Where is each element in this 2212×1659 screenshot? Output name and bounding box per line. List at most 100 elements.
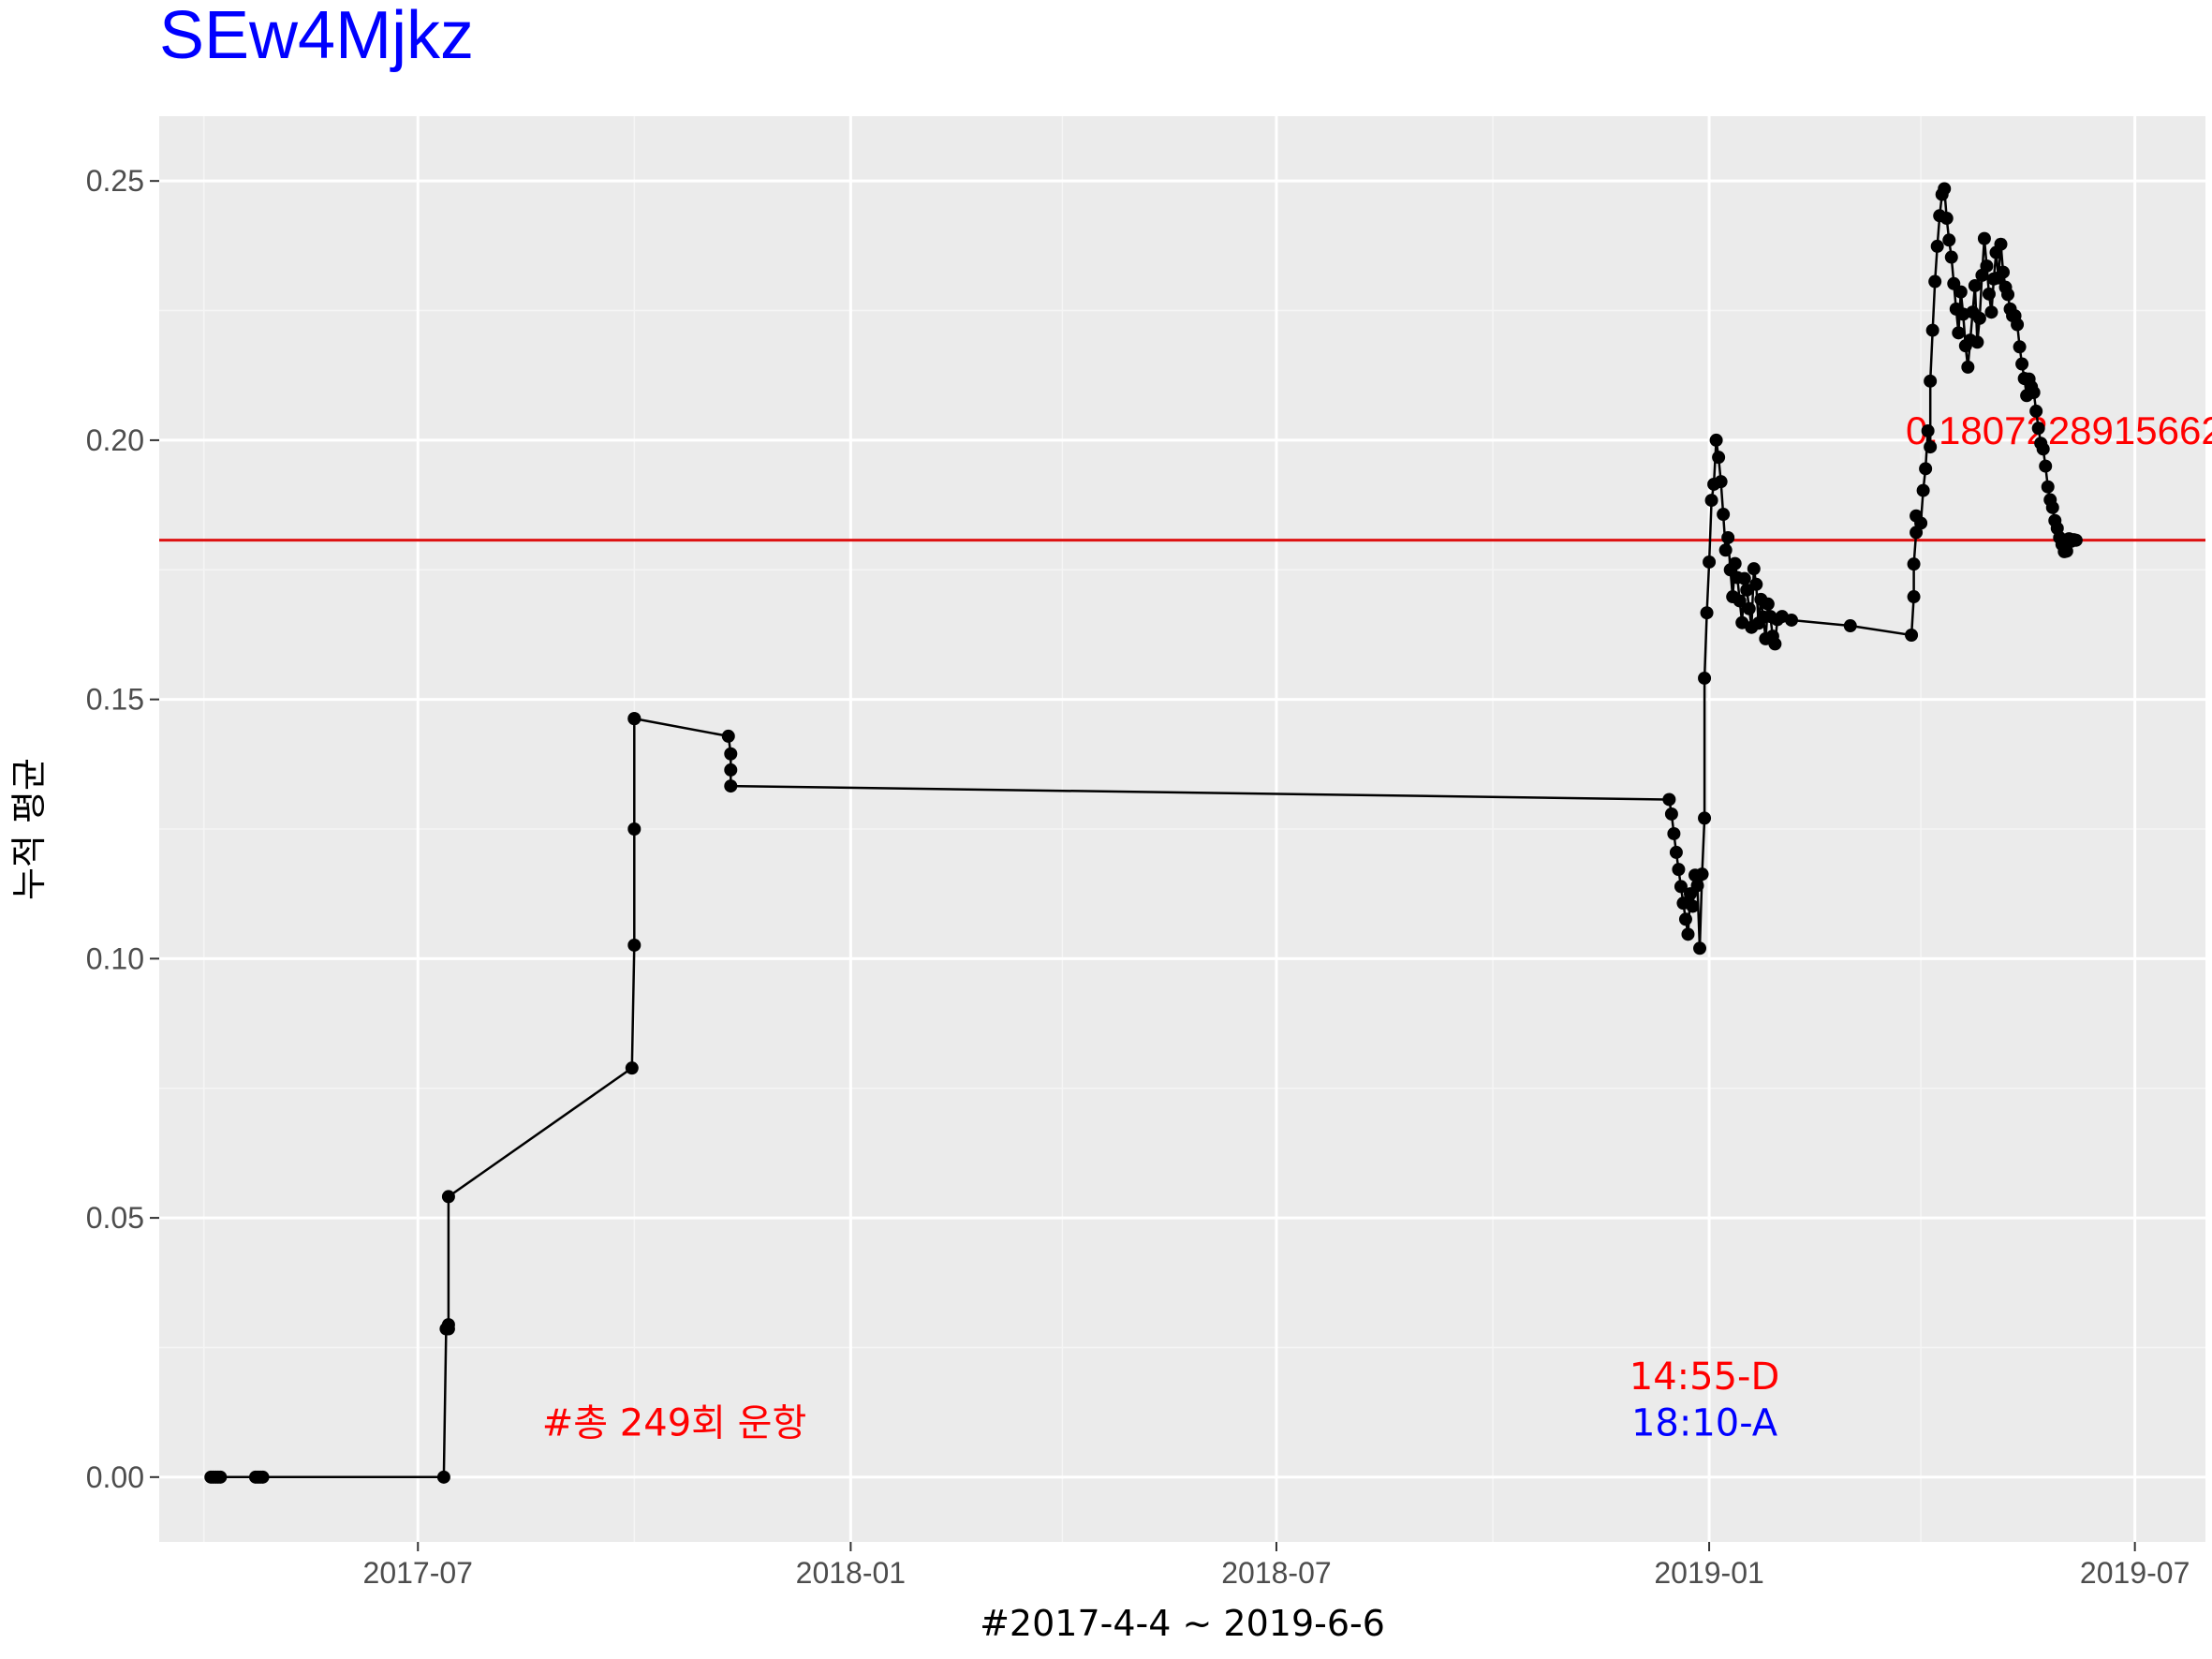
data-point: [2036, 442, 2050, 456]
x-tick-label: 2019-01: [1654, 1556, 1763, 1590]
data-point: [1717, 508, 1731, 522]
y-tick-label: 0.20: [86, 423, 144, 457]
x-tick-label: 2017-07: [363, 1556, 473, 1590]
data-point: [1712, 451, 1726, 465]
annotation-text: 14:55-D: [1630, 1355, 1780, 1399]
data-point: [1704, 494, 1718, 508]
data-point: [1686, 899, 1700, 913]
data-point: [1942, 233, 1956, 247]
data-point: [1667, 826, 1681, 840]
data-point: [1930, 239, 1944, 253]
data-point: [2041, 480, 2055, 494]
data-point: [256, 1470, 270, 1484]
data-point: [441, 1190, 455, 1204]
data-point: [2001, 288, 2015, 302]
chart-title: SEw4Mjkz: [159, 0, 475, 73]
data-point: [1961, 360, 1975, 374]
data-point: [441, 1322, 455, 1336]
data-point: [1747, 562, 1761, 576]
data-point: [1709, 433, 1723, 447]
data-point: [1681, 927, 1695, 941]
data-point: [1928, 274, 1942, 289]
data-point: [1768, 637, 1782, 651]
data-point: [1905, 629, 1919, 643]
series-layer: [204, 182, 2083, 1484]
data-point: [1944, 250, 1958, 264]
y-axis-title: 누적 평균: [8, 758, 50, 900]
data-point: [1718, 543, 1733, 557]
data-point: [1721, 530, 1735, 544]
data-point: [724, 763, 738, 777]
data-point: [1952, 326, 1966, 340]
data-point: [1761, 597, 1775, 611]
data-point: [1997, 265, 2011, 279]
data-point: [1740, 583, 1754, 597]
data-point: [1984, 305, 1998, 319]
data-point: [1919, 462, 1933, 476]
data-point: [2031, 422, 2045, 436]
reference-line-label: 0.1807228915662: [1906, 408, 2212, 452]
data-point: [1907, 557, 1921, 571]
data-point: [1907, 590, 1921, 604]
x-tick-label: 2018-07: [1221, 1556, 1331, 1590]
data-point: [1924, 440, 1938, 454]
data-point: [1733, 594, 1747, 608]
x-tick-label: 2018-01: [796, 1556, 906, 1590]
data-point: [2039, 459, 2053, 473]
annotation-layer: #총 249회 운항 14:55-D18:10-A: [542, 1355, 1780, 1445]
data-point: [1698, 811, 1712, 825]
data-point: [1690, 879, 1704, 893]
data-point: [1982, 287, 1996, 301]
data-point: [1714, 475, 1728, 489]
data-point: [1970, 335, 1984, 349]
data-point: [1914, 516, 1928, 530]
data-point: [1695, 867, 1709, 881]
annotation-text: 18:10-A: [1631, 1402, 1778, 1445]
data-point: [1980, 259, 1994, 273]
annotation-text: #총 249회 운항: [542, 1402, 807, 1445]
data-point: [1994, 237, 2008, 251]
data-point: [1742, 601, 1756, 615]
data-point: [1700, 606, 1714, 620]
data-point: [627, 938, 641, 952]
data-point: [1939, 212, 1954, 226]
data-point: [2015, 357, 2029, 371]
data-point: [2011, 318, 2025, 332]
data-point: [1698, 671, 1712, 685]
data-point: [1938, 182, 1952, 196]
data-point: [721, 729, 735, 743]
data-point: [1674, 880, 1688, 894]
data-point: [2045, 500, 2059, 514]
y-tick-label: 0.10: [86, 941, 144, 975]
data-point: [1678, 912, 1692, 926]
data-point: [1925, 323, 1939, 337]
data-point: [214, 1470, 228, 1484]
data-point: [724, 779, 738, 793]
data-point: [1693, 941, 1707, 955]
data-point: [1977, 231, 1991, 245]
axis-layer: 0.00 0.05 0.10 0.15 0.20 0.25 2017-07 2018-01 20…: [8, 164, 2190, 1644]
data-point: [2027, 385, 2041, 399]
y-tick-label: 0.25: [86, 164, 144, 198]
y-tick-label: 0.05: [86, 1201, 144, 1235]
data-point: [1784, 613, 1798, 627]
data-point: [627, 712, 641, 726]
data-point: [1664, 807, 1678, 821]
data-point: [1672, 863, 1686, 877]
data-point: [1749, 577, 1763, 591]
data-point: [1843, 619, 1857, 633]
y-tick-label: 0.00: [86, 1460, 144, 1494]
data-point: [436, 1470, 450, 1484]
y-tick-label: 0.15: [86, 683, 144, 717]
data-point: [1924, 374, 1938, 388]
reference-line-layer: 0.1807228915662: [159, 408, 2212, 542]
data-point: [2069, 533, 2083, 547]
data-point: [1728, 556, 1742, 570]
data-point: [2059, 544, 2073, 558]
data-point: [2029, 404, 2043, 418]
data-point: [1703, 555, 1717, 569]
data-point: [1954, 285, 1968, 299]
data-point: [1916, 483, 1930, 497]
data-point: [627, 822, 641, 836]
